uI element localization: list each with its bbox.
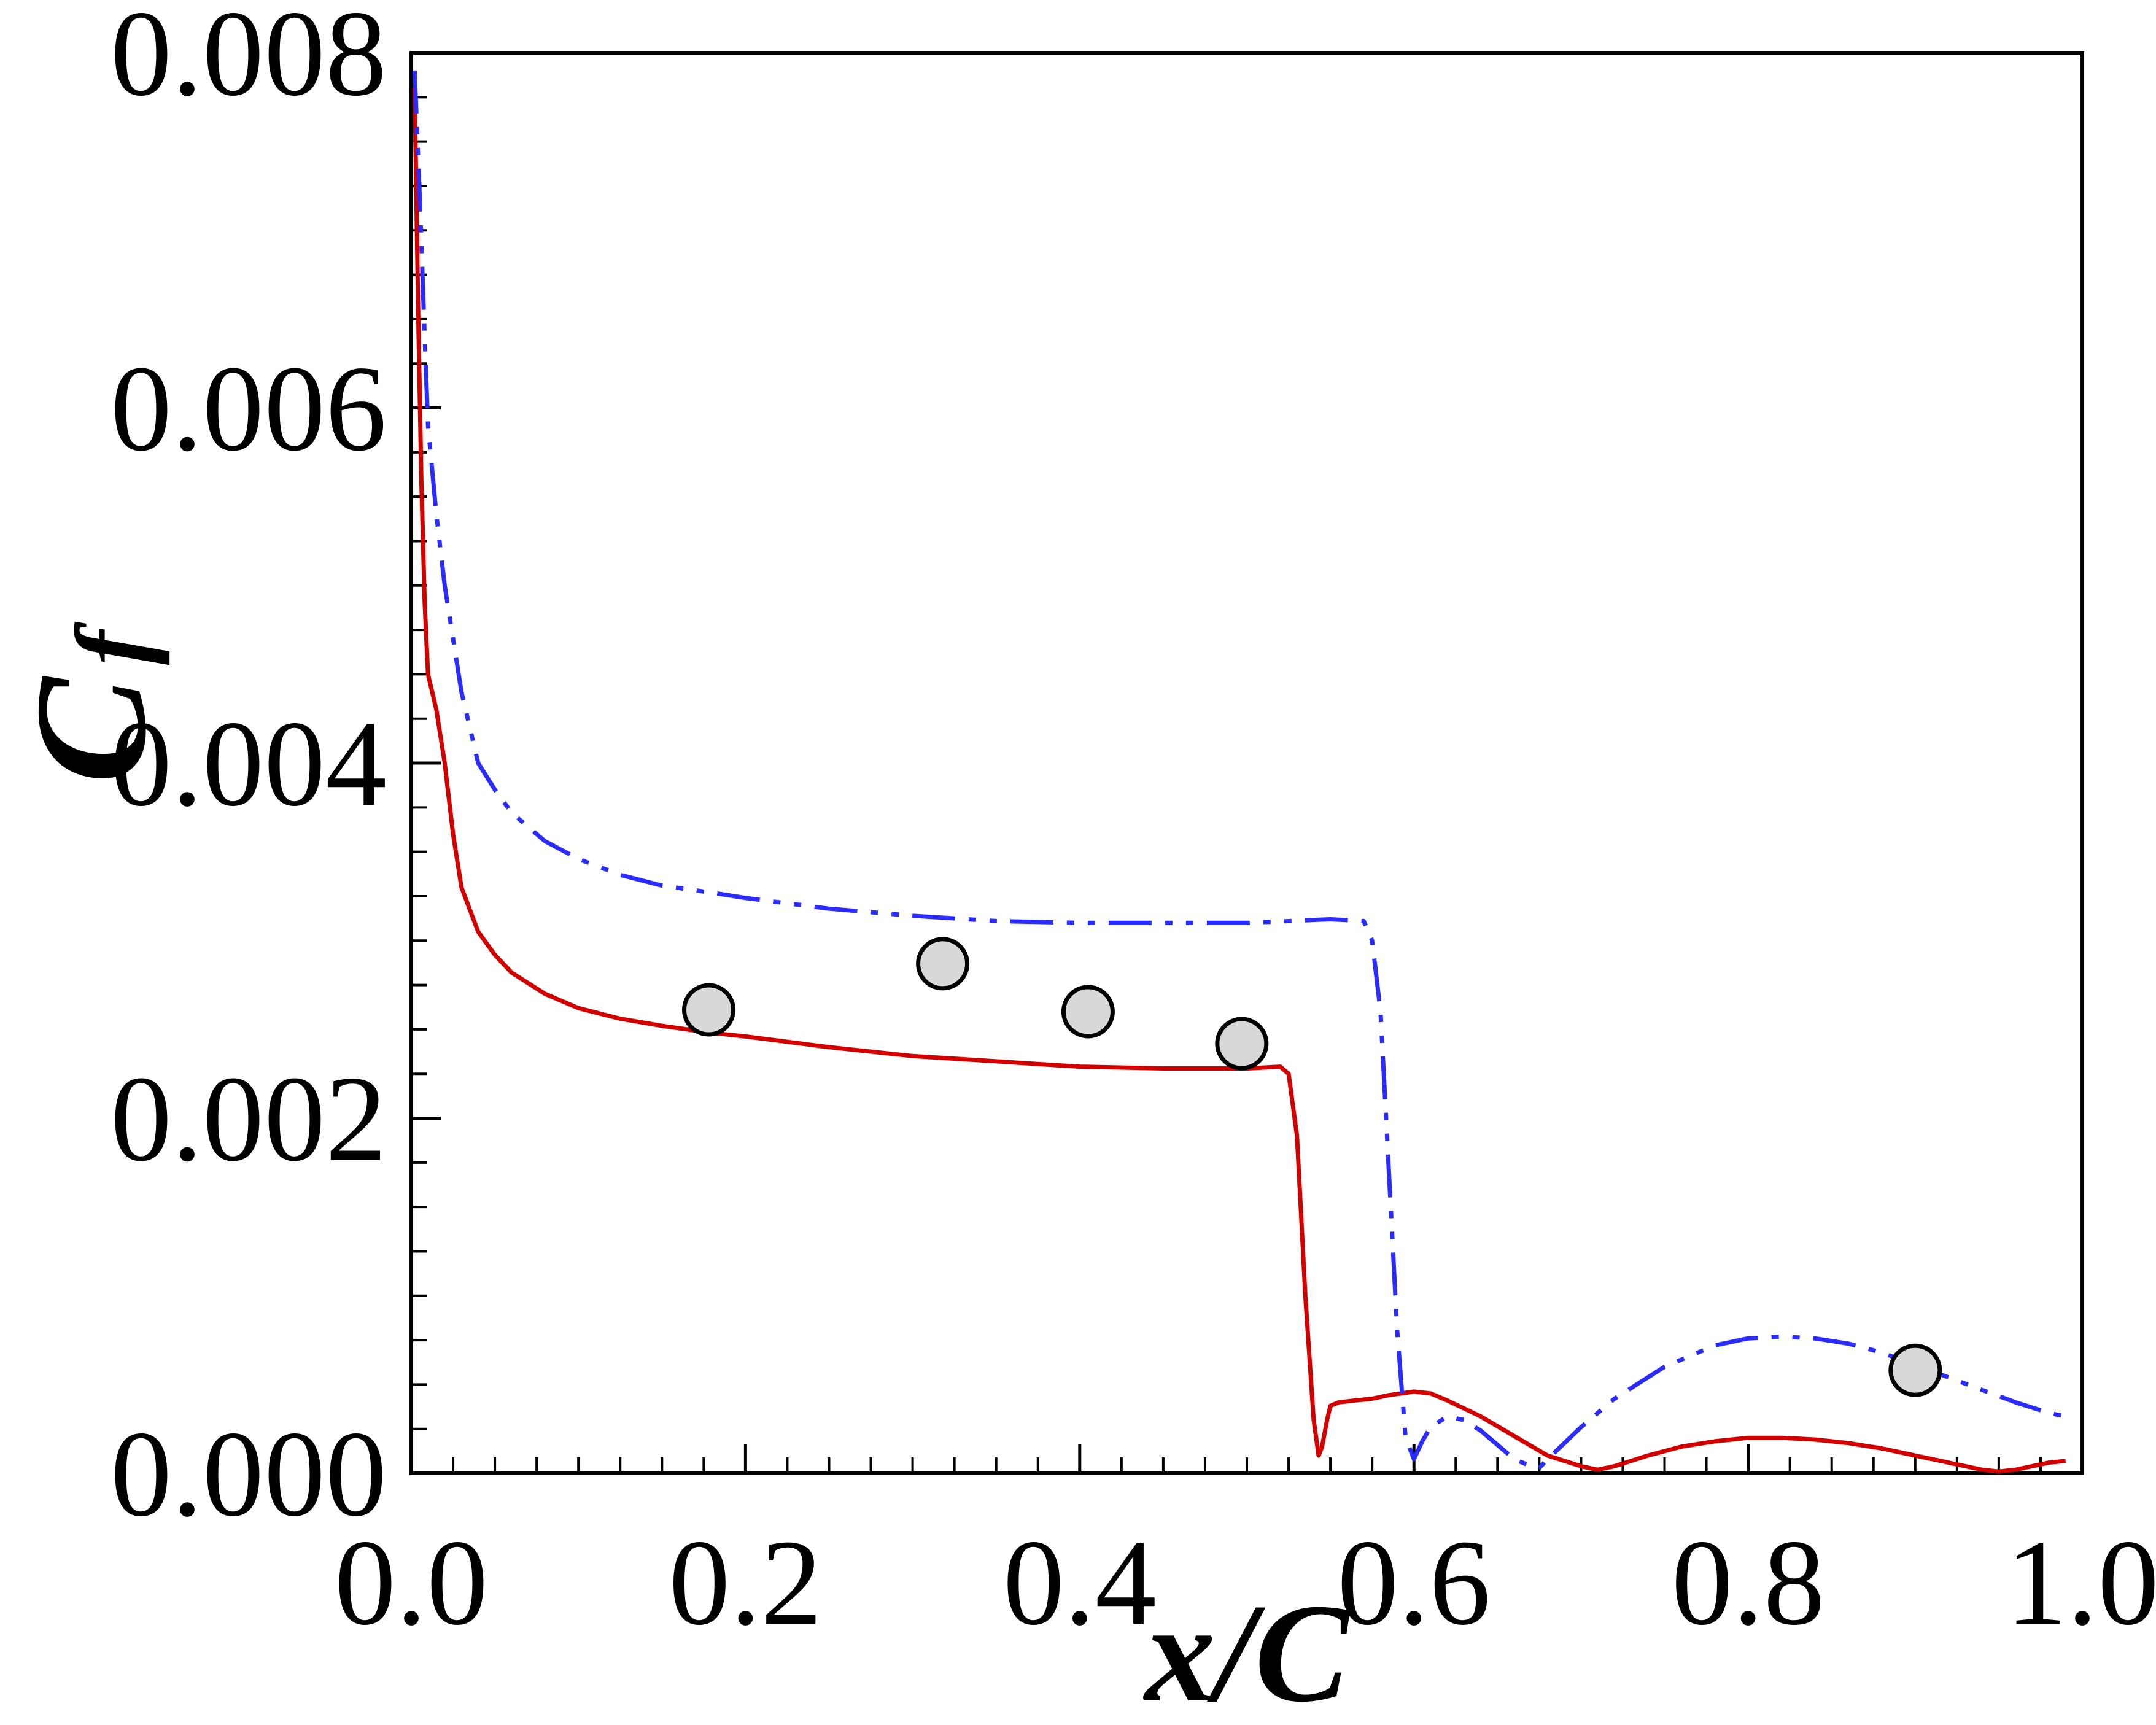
data-point-marker — [1215, 1017, 1269, 1071]
y-axis-title-subscript: f — [55, 621, 170, 665]
plot-frame — [409, 51, 2084, 1475]
data-point-marker — [682, 983, 736, 1037]
x-tick-label: 0.0 — [335, 1515, 488, 1651]
series-layer — [412, 70, 2066, 1474]
x-tick-label: 0.4 — [1003, 1515, 1157, 1651]
y-tick-labels: 0.000 0.002 0.004 0.006 0.008 — [111, 0, 387, 1542]
series-line-red — [412, 88, 2066, 1474]
x-tick-label: 1.0 — [2006, 1515, 2156, 1651]
x-axis-title: x/C — [1143, 1575, 1351, 1725]
y-axis-title: C f — [2, 621, 179, 783]
y-tick-label: 0.004 — [111, 696, 387, 832]
data-point-marker — [916, 937, 970, 991]
y-tick-label: 0.006 — [111, 341, 387, 477]
axis-ticks — [409, 51, 2084, 1475]
data-point-marker — [1061, 985, 1115, 1039]
y-tick-label: 0.002 — [111, 1052, 387, 1187]
y-tick-label: 0.000 — [111, 1406, 387, 1542]
series-line-blue — [412, 70, 2066, 1470]
experiment-points — [682, 937, 1942, 1397]
x-tick-labels: 0.0 0.2 0.4 0.6 0.8 1.0 — [335, 1515, 2156, 1651]
y-axis-title-main: C — [2, 674, 179, 784]
x-tick-label: 0.6 — [1337, 1515, 1491, 1651]
x-tick-label: 0.2 — [669, 1515, 822, 1651]
data-point-marker — [1888, 1343, 1942, 1397]
x-tick-label: 0.8 — [1672, 1515, 1825, 1651]
y-tick-label: 0.008 — [111, 0, 387, 122]
